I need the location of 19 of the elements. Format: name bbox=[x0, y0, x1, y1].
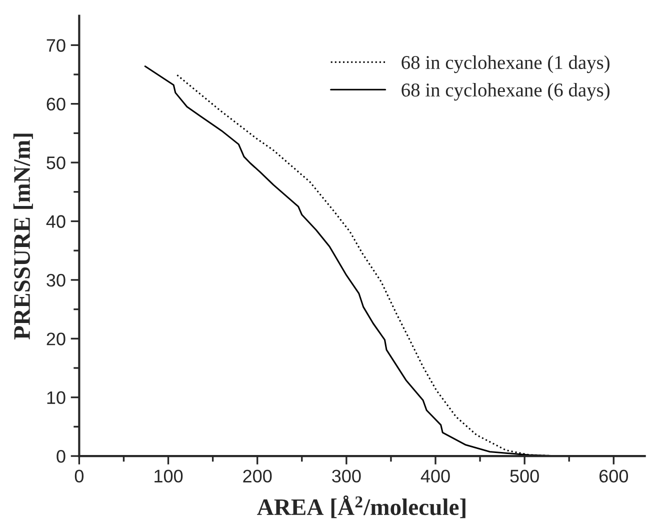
x-tick-label: 100 bbox=[154, 470, 183, 482]
x-tick-label: 300 bbox=[332, 470, 361, 482]
x-tick-label: 400 bbox=[420, 470, 450, 482]
y-tick-label: 10 bbox=[47, 391, 66, 404]
legend-label: 68 in cyclohexane (6 days) bbox=[402, 82, 610, 101]
x-tick-label: 0 bbox=[74, 470, 84, 482]
y-tick-label: 30 bbox=[46, 274, 66, 287]
y-tick-label: 40 bbox=[46, 215, 66, 228]
y-tick-label: 50 bbox=[46, 156, 66, 170]
x-tick-label: 200 bbox=[243, 470, 272, 482]
y-tick-label: 20 bbox=[46, 332, 66, 346]
x-tick-label: 600 bbox=[600, 470, 628, 482]
y-tick-label: 70 bbox=[46, 39, 66, 52]
y-tick-label: 0 bbox=[56, 450, 66, 463]
x-axis-title: AREA [Å$^{2}$/molecule] bbox=[257, 495, 466, 518]
y-tick-label: 60 bbox=[46, 98, 66, 111]
y-axis-title: PRESSURE [mN/m] bbox=[13, 134, 33, 340]
x-tick-label: 500 bbox=[510, 470, 539, 482]
legend-label: 68 in cyclohexane (1 days) bbox=[402, 55, 610, 74]
